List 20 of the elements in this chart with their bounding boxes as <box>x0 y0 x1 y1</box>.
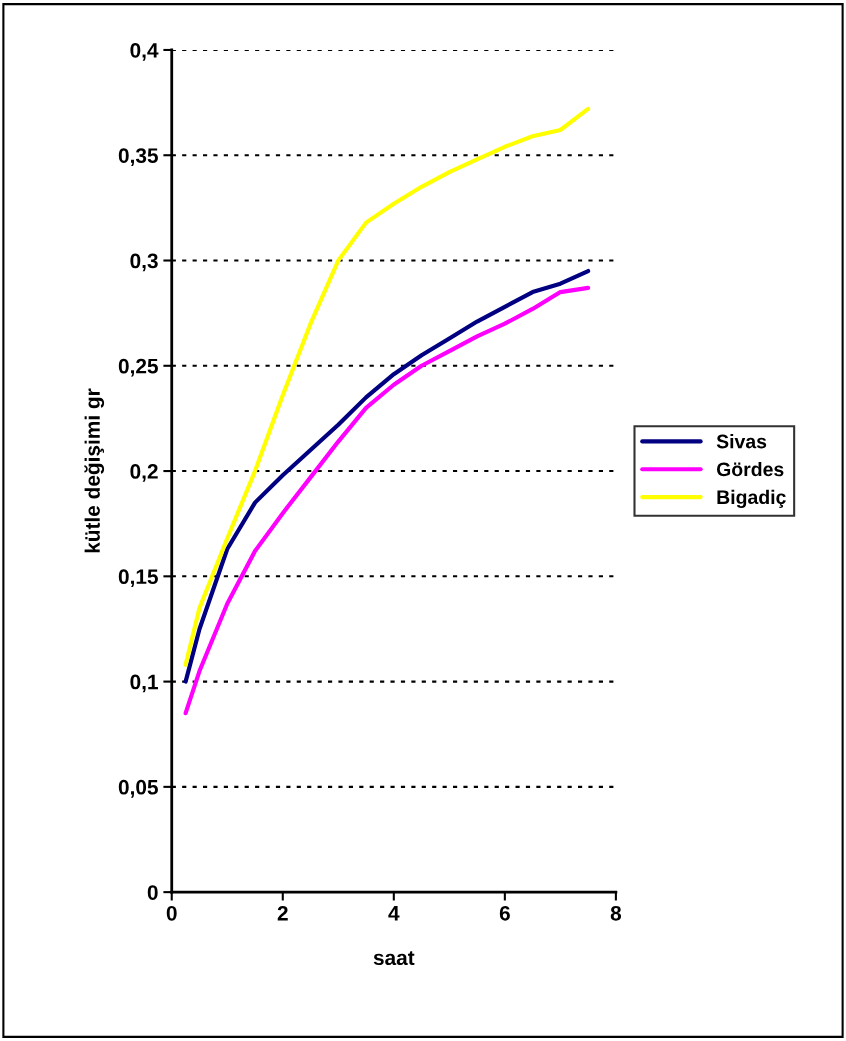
y-tick-label: 0,1 <box>130 674 158 693</box>
y-axis-title: kütle değişimi gr <box>84 388 105 553</box>
y-tick-label: 0,35 <box>118 148 158 167</box>
x-tick-label: 6 <box>499 905 510 921</box>
x-tick-label: 2 <box>277 905 288 921</box>
y-tick-label: 0,3 <box>130 253 158 272</box>
legend-label: Bigadiç <box>717 489 786 509</box>
x-tick-label: 8 <box>610 905 622 921</box>
y-tick-label: 0,25 <box>118 358 158 377</box>
legend-label: Gördes <box>716 461 784 477</box>
legend-label: Sivas <box>716 434 767 449</box>
x-axis-title: saat <box>373 951 415 966</box>
y-tick-label: 0,2 <box>130 464 158 482</box>
x-tick-label: 0 <box>166 905 177 921</box>
x-tick-label: 4 <box>388 906 400 921</box>
y-tick-label: 0,05 <box>118 779 158 798</box>
y-tick-label: 0,15 <box>118 569 158 588</box>
line-series <box>183 106 591 667</box>
y-tick-label: 0 <box>147 885 158 900</box>
y-tick-label: 0,4 <box>130 42 159 61</box>
